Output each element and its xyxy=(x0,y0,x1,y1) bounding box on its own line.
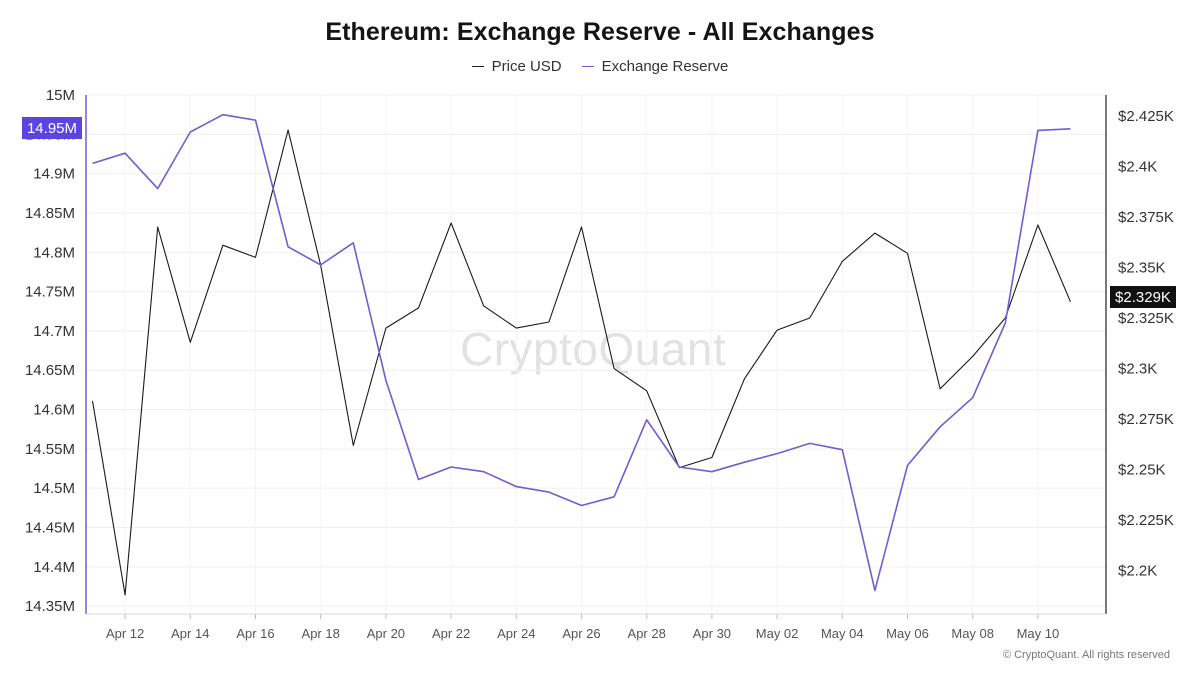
left-tick-label: 14.75M xyxy=(25,284,75,301)
x-tick-label: Apr 24 xyxy=(497,626,535,641)
right-tick-label: $2.375K xyxy=(1118,209,1174,226)
right-tick-label: $2.2K xyxy=(1118,563,1157,580)
left-tick-label: 14.55M xyxy=(25,441,75,458)
x-tick-label: May 04 xyxy=(821,626,864,641)
left-tick-label: 14.35M xyxy=(25,598,75,615)
x-tick-label: Apr 12 xyxy=(106,626,144,641)
left-tick-label: 14.45M xyxy=(25,520,75,537)
x-tick-label: Apr 14 xyxy=(171,626,209,641)
left-tick-label: 14.5M xyxy=(33,480,75,497)
x-tick-label: Apr 20 xyxy=(367,626,405,641)
left-tick-label: 14.7M xyxy=(33,323,75,340)
watermark: CryptoQuant xyxy=(460,323,727,375)
legend-swatch-reserve xyxy=(581,66,594,67)
left-tick-label: 14.65M xyxy=(25,362,75,379)
right-tick-label: $2.225K xyxy=(1118,512,1174,529)
left-tick-label: 14.6M xyxy=(33,402,75,419)
left-tick-label: 14.4M xyxy=(33,559,75,576)
right-tick-label: $2.275K xyxy=(1118,411,1174,428)
chart-title: Ethereum: Exchange Reserve - All Exchang… xyxy=(325,18,875,46)
right-tick-label: $2.4K xyxy=(1118,158,1157,175)
x-tick-label: Apr 28 xyxy=(628,626,666,641)
left-tick-label: 15M xyxy=(46,87,75,104)
exchange-reserve-line xyxy=(92,113,1071,592)
current-price-badge-text: $2.329K xyxy=(1115,289,1171,306)
legend-label-price: Price USD xyxy=(491,58,562,75)
x-tick-label: May 10 xyxy=(1017,626,1060,641)
x-tick-label: Apr 18 xyxy=(302,626,340,641)
left-tick-label: 14.9M xyxy=(33,166,75,183)
right-tick-label: $2.425K xyxy=(1118,108,1174,125)
legend-item-price[interactable]: Price USD xyxy=(471,58,562,75)
price-usd-line xyxy=(91,129,1072,596)
right-tick-label: $2.3K xyxy=(1118,361,1157,378)
x-tick-label: May 06 xyxy=(886,626,929,641)
legend-swatch-price xyxy=(471,66,484,67)
left-tick-label: 14.85M xyxy=(25,205,75,222)
left-tick-label: 14.8M xyxy=(33,244,75,261)
right-tick-label: $2.35K xyxy=(1118,259,1166,276)
legend-item-reserve[interactable]: Exchange Reserve xyxy=(581,58,729,75)
current-price-badge xyxy=(1110,286,1176,308)
x-tick-label: Apr 22 xyxy=(432,626,470,641)
x-tick-label: May 08 xyxy=(951,626,994,641)
current-reserve-badge-text: 14.95M xyxy=(27,120,77,137)
current-reserve-badge xyxy=(22,117,82,139)
x-tick-label: Apr 16 xyxy=(236,626,274,641)
chart-legend: Price USD Exchange Reserve xyxy=(0,58,1200,75)
right-tick-label: $2.325K xyxy=(1118,310,1174,327)
legend-label-reserve: Exchange Reserve xyxy=(601,58,729,75)
copyright-footer: © CryptoQuant. All rights reserved xyxy=(1002,649,1170,661)
right-tick-label: $2.25K xyxy=(1118,462,1166,479)
x-tick-label: Apr 26 xyxy=(562,626,600,641)
x-tick-label: May 02 xyxy=(756,626,799,641)
x-tick-label: Apr 30 xyxy=(693,626,731,641)
